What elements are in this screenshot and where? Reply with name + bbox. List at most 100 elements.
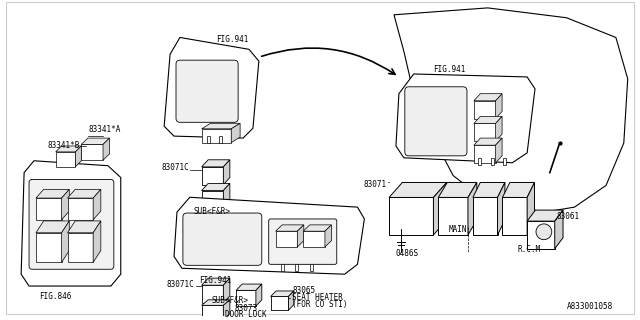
Polygon shape (527, 221, 555, 249)
Polygon shape (67, 189, 101, 198)
Polygon shape (473, 182, 505, 197)
Polygon shape (61, 189, 69, 220)
Text: 0486S: 0486S (396, 249, 419, 258)
Polygon shape (202, 160, 230, 167)
Text: SUB<F&R>: SUB<F&R> (211, 296, 248, 305)
Polygon shape (220, 136, 222, 143)
Polygon shape (271, 297, 289, 310)
Polygon shape (76, 146, 81, 167)
Polygon shape (231, 123, 240, 143)
Polygon shape (497, 182, 505, 235)
Polygon shape (223, 278, 230, 303)
Polygon shape (202, 190, 223, 208)
Polygon shape (21, 161, 121, 286)
Polygon shape (504, 158, 506, 165)
Polygon shape (36, 221, 69, 233)
Polygon shape (389, 182, 447, 197)
Polygon shape (67, 198, 93, 220)
Polygon shape (223, 183, 230, 208)
Polygon shape (202, 278, 230, 285)
Polygon shape (555, 210, 563, 249)
Polygon shape (276, 231, 298, 247)
Polygon shape (202, 129, 231, 143)
Polygon shape (103, 138, 109, 160)
Polygon shape (474, 138, 502, 145)
Text: 83065: 83065 (292, 286, 316, 295)
Polygon shape (280, 264, 284, 271)
Polygon shape (202, 167, 223, 185)
Polygon shape (495, 94, 502, 118)
Polygon shape (298, 225, 304, 247)
Polygon shape (67, 221, 101, 233)
Polygon shape (236, 284, 262, 290)
Polygon shape (223, 300, 230, 319)
FancyBboxPatch shape (269, 219, 337, 264)
Polygon shape (81, 138, 109, 144)
Text: R.C.M: R.C.M (518, 244, 541, 254)
Text: 83071: 83071 (364, 180, 387, 189)
Text: 83073: 83073 (234, 304, 257, 313)
Polygon shape (289, 291, 294, 310)
Polygon shape (36, 189, 69, 198)
Polygon shape (202, 300, 230, 305)
Polygon shape (474, 94, 502, 101)
Polygon shape (527, 210, 563, 221)
Polygon shape (61, 221, 69, 262)
Polygon shape (295, 264, 298, 271)
Circle shape (536, 224, 552, 240)
Text: 83071C: 83071C (161, 163, 189, 172)
Polygon shape (474, 101, 495, 118)
Text: DOOR LOCK: DOOR LOCK (225, 310, 267, 319)
Polygon shape (389, 197, 433, 235)
Polygon shape (303, 225, 332, 231)
Polygon shape (67, 233, 93, 262)
Polygon shape (174, 197, 364, 274)
Text: 83341*B: 83341*B (48, 141, 80, 150)
Polygon shape (396, 74, 535, 163)
Polygon shape (438, 182, 477, 197)
Text: FIG.941: FIG.941 (433, 65, 466, 74)
Polygon shape (473, 197, 497, 235)
Polygon shape (202, 305, 223, 319)
Polygon shape (303, 231, 325, 247)
Text: MAIN: MAIN (448, 225, 467, 234)
Polygon shape (495, 138, 502, 163)
Polygon shape (491, 158, 493, 165)
Polygon shape (56, 152, 76, 167)
Polygon shape (468, 182, 477, 235)
Text: SEAT HEATER: SEAT HEATER (292, 293, 343, 302)
Polygon shape (502, 197, 527, 235)
Polygon shape (93, 221, 101, 262)
Polygon shape (256, 284, 262, 306)
Polygon shape (474, 116, 502, 124)
Polygon shape (36, 198, 61, 220)
Polygon shape (36, 233, 61, 262)
FancyBboxPatch shape (405, 87, 467, 156)
Text: 83061: 83061 (557, 212, 580, 221)
Polygon shape (202, 123, 240, 129)
Polygon shape (478, 158, 481, 165)
Text: FIG.846: FIG.846 (40, 292, 72, 301)
Polygon shape (325, 225, 332, 247)
Polygon shape (56, 146, 81, 152)
Text: (FOR CO STI): (FOR CO STI) (292, 300, 348, 309)
Polygon shape (433, 182, 447, 235)
Polygon shape (207, 136, 209, 143)
Polygon shape (495, 116, 502, 141)
Text: 83071C: 83071C (167, 280, 195, 289)
FancyBboxPatch shape (29, 180, 114, 269)
Polygon shape (502, 182, 534, 197)
Text: FIG.941: FIG.941 (198, 276, 231, 285)
Text: 83341*A: 83341*A (88, 125, 120, 134)
Text: FIG.941: FIG.941 (216, 35, 249, 44)
Polygon shape (223, 160, 230, 185)
Polygon shape (474, 124, 495, 141)
Polygon shape (81, 144, 103, 160)
Polygon shape (276, 225, 304, 231)
Polygon shape (310, 264, 313, 271)
Polygon shape (394, 8, 628, 215)
Polygon shape (236, 290, 256, 306)
Polygon shape (438, 197, 468, 235)
FancyBboxPatch shape (183, 213, 262, 265)
Polygon shape (527, 182, 534, 235)
